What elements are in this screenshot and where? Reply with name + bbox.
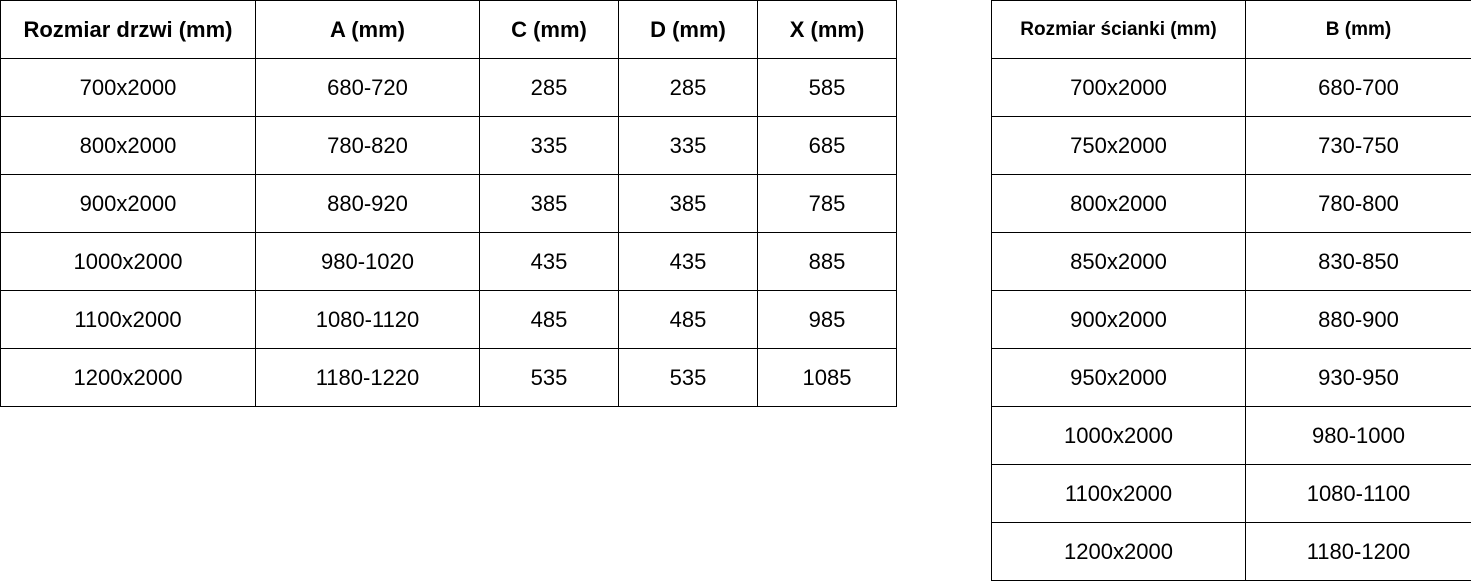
table-cell: 1100x2000	[991, 464, 1246, 523]
table-row: 1100x2000 1080-1100	[991, 464, 1471, 523]
table-row: 950x2000 930-950	[991, 348, 1471, 407]
table-cell: 780-800	[1245, 174, 1471, 233]
table-cell: 335	[479, 116, 619, 175]
table-cell: 680-720	[255, 58, 480, 117]
column-header: A (mm)	[255, 0, 480, 59]
table-cell: 485	[479, 290, 619, 349]
table-header-row: Rozmiar drzwi (mm) A (mm) C (mm) D (mm) X (m…	[0, 0, 897, 59]
table-cell: 980-1000	[1245, 406, 1471, 465]
table-cell: 435	[479, 232, 619, 291]
table-row: 900x2000 880-900	[991, 290, 1471, 349]
table-cell: 585	[757, 58, 897, 117]
table-cell: 435	[618, 232, 758, 291]
table-cell: 730-750	[1245, 116, 1471, 175]
table-cell: 385	[479, 174, 619, 233]
table-row: 700x2000 680-720 285 285 585	[0, 58, 897, 117]
column-header: C (mm)	[479, 0, 619, 59]
table-cell: 800x2000	[991, 174, 1246, 233]
table-cell: 1200x2000	[991, 522, 1246, 581]
table-cell: 900x2000	[0, 174, 256, 233]
table-cell: 850x2000	[991, 232, 1246, 291]
table-cell: 535	[479, 348, 619, 407]
table-cell: 1180-1220	[255, 348, 480, 407]
column-header: Rozmiar drzwi (mm)	[0, 0, 256, 59]
table-row: 800x2000 780-800	[991, 174, 1471, 233]
table-cell: 1100x2000	[0, 290, 256, 349]
table-cell: 700x2000	[991, 58, 1246, 117]
table-cell: 1000x2000	[991, 406, 1246, 465]
table-cell: 885	[757, 232, 897, 291]
table-cell: 750x2000	[991, 116, 1246, 175]
table-cell: 485	[618, 290, 758, 349]
table-cell: 830-850	[1245, 232, 1471, 291]
table-cell: 1080-1100	[1245, 464, 1471, 523]
table-cell: 930-950	[1245, 348, 1471, 407]
table-cell: 1085	[757, 348, 897, 407]
column-header: Rozmiar ścianki (mm)	[991, 0, 1246, 59]
wall-panel-dimensions-table: Rozmiar ścianki (mm) B (mm) 700x2000 680-7…	[991, 0, 1471, 581]
table-cell: 335	[618, 116, 758, 175]
table-cell: 685	[757, 116, 897, 175]
table-cell: 285	[618, 58, 758, 117]
table-row: 1200x2000 1180-1220 535 535 1085	[0, 348, 897, 407]
table-cell: 985	[757, 290, 897, 349]
table-cell: 880-900	[1245, 290, 1471, 349]
table-cell: 980-1020	[255, 232, 480, 291]
table-cell: 285	[479, 58, 619, 117]
table-cell: 1200x2000	[0, 348, 256, 407]
table-cell: 535	[618, 348, 758, 407]
table-cell: 680-700	[1245, 58, 1471, 117]
table-row: 750x2000 730-750	[991, 116, 1471, 175]
table-row: 1100x2000 1080-1120 485 485 985	[0, 290, 897, 349]
table-row: 900x2000 880-920 385 385 785	[0, 174, 897, 233]
table-row: 1000x2000 980-1000	[991, 406, 1471, 465]
table-cell: 700x2000	[0, 58, 256, 117]
column-header: D (mm)	[618, 0, 758, 59]
table-cell: 1080-1120	[255, 290, 480, 349]
table-cell: 950x2000	[991, 348, 1246, 407]
table-row: 700x2000 680-700	[991, 58, 1471, 117]
table-cell: 900x2000	[991, 290, 1246, 349]
table-header-row: Rozmiar ścianki (mm) B (mm)	[991, 0, 1471, 59]
column-header: B (mm)	[1245, 0, 1471, 59]
table-row: 800x2000 780-820 335 335 685	[0, 116, 897, 175]
table-row: 1000x2000 980-1020 435 435 885	[0, 232, 897, 291]
table-row: 850x2000 830-850	[991, 232, 1471, 291]
table-cell: 1180-1200	[1245, 522, 1471, 581]
table-row: 1200x2000 1180-1200	[991, 522, 1471, 581]
table-cell: 880-920	[255, 174, 480, 233]
doors-dimensions-table: Rozmiar drzwi (mm) A (mm) C (mm) D (mm) X (m…	[0, 0, 897, 407]
column-header: X (mm)	[757, 0, 897, 59]
table-cell: 385	[618, 174, 758, 233]
table-cell: 780-820	[255, 116, 480, 175]
table-cell: 785	[757, 174, 897, 233]
table-cell: 800x2000	[0, 116, 256, 175]
table-cell: 1000x2000	[0, 232, 256, 291]
